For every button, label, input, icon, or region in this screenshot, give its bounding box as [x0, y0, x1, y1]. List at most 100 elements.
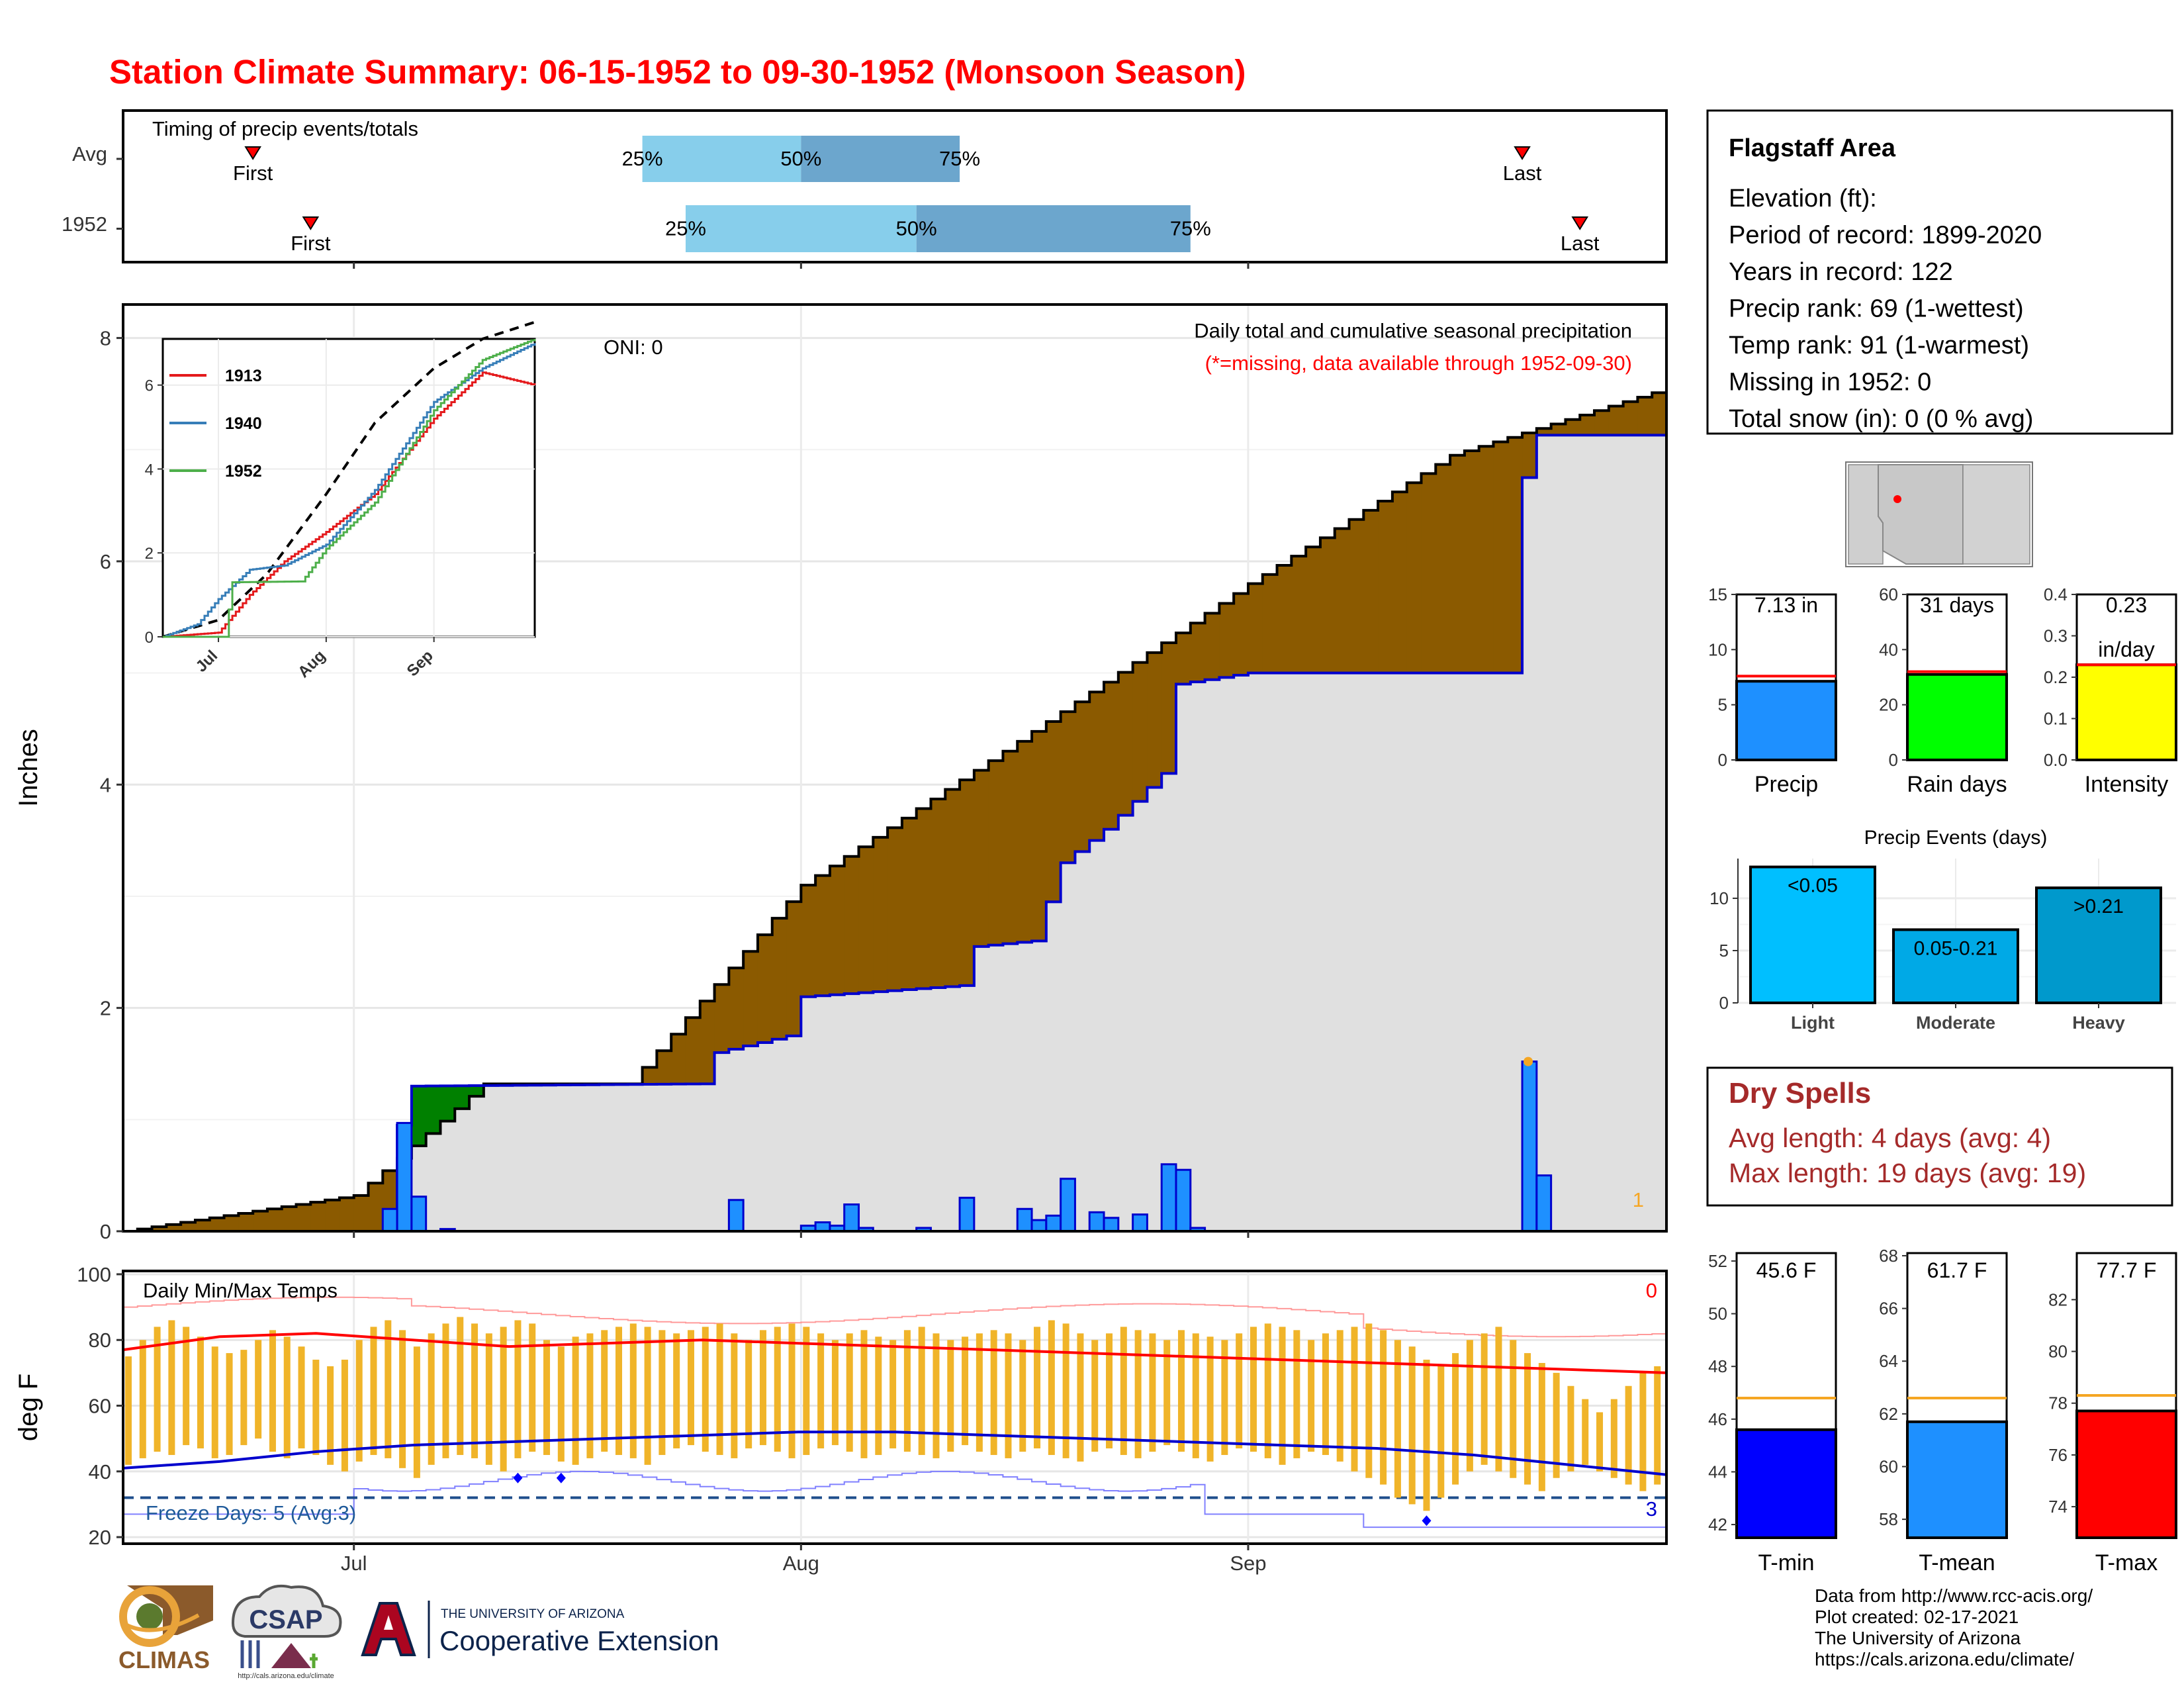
- deficit-area: [1623, 401, 1639, 436]
- daily-temp-bar: [918, 1327, 925, 1455]
- daily-temp-bar: [1480, 1333, 1488, 1465]
- deficit-area: [829, 866, 845, 995]
- daily-temp-bar: [514, 1320, 522, 1458]
- daily-temp-bar: [1408, 1346, 1416, 1505]
- timing-q1-bar: [685, 205, 917, 252]
- mini-bar-ytick-label: 0.0: [2044, 750, 2068, 770]
- deficit-area: [1262, 574, 1278, 673]
- deficit-area: [1522, 432, 1537, 478]
- cumulative-1952-area: [123, 435, 1666, 1232]
- events-bar-label: <0.05: [1788, 875, 1838, 897]
- daily-temp-bar: [1062, 1323, 1069, 1458]
- events-bar-label: >0.21: [2073, 896, 2124, 917]
- daily-temp-bar: [1365, 1323, 1373, 1478]
- daily-temp-bar: [1423, 1360, 1430, 1511]
- station-info-line: Temp rank: 91 (1-warmest): [1729, 332, 2029, 359]
- timing-p50-label: 50%: [896, 217, 937, 240]
- dry-spells-avg: Avg length: 4 days (avg: 4): [1729, 1123, 2051, 1153]
- deficit-area: [786, 902, 801, 1036]
- temp-bar-ytick-label: 52: [1708, 1251, 1727, 1271]
- temp-bar-ytick-label: 76: [2048, 1445, 2068, 1465]
- daily-temp-bar: [687, 1330, 694, 1446]
- inset-series-line: [163, 371, 536, 638]
- logos: CLIMAS CSAP http://cals.arizona.edu/clim…: [118, 1584, 719, 1680]
- inset-avg-line: [162, 320, 535, 638]
- inset-series-line: [163, 343, 536, 638]
- mini-bar-value-label: 0.23: [2106, 593, 2147, 617]
- deficit-area: [1046, 722, 1062, 902]
- deficit-area: [1652, 393, 1667, 436]
- daily-temp-bar: [341, 1360, 348, 1472]
- events-ytick-label: 10: [1709, 888, 1729, 908]
- daily-temp-bar: [370, 1327, 377, 1455]
- oni-label: ONI: 0: [604, 336, 663, 359]
- daily-temp-bar: [355, 1340, 363, 1462]
- daily-temp-bar: [976, 1333, 983, 1452]
- climas-text: CLIMAS: [118, 1646, 210, 1673]
- daily-precip-bar: [843, 1203, 860, 1233]
- daily-temp-bar: [471, 1323, 478, 1458]
- daily-temp-bar: [990, 1330, 997, 1455]
- deficit-area: [296, 1204, 311, 1231]
- deficit-area: [1565, 419, 1580, 436]
- daily-temp-bar: [1264, 1323, 1271, 1458]
- daily-temp-bar: [1005, 1333, 1012, 1458]
- daily-temp-bar: [557, 1346, 565, 1462]
- daily-precip-bar: [1088, 1211, 1105, 1233]
- timing-q1-bar: [642, 136, 801, 182]
- daily-temp-bar: [327, 1366, 334, 1465]
- daily-temp-bar: [702, 1327, 709, 1452]
- timing-p25-label: 25%: [622, 147, 663, 170]
- avg-min-temp-line: [122, 1430, 1667, 1476]
- inset-ytick-label: 6: [145, 377, 154, 395]
- events-ytick-label: 5: [1719, 941, 1729, 961]
- dry-spells-box: Dry Spells Avg length: 4 days (avg: 4) M…: [1706, 1066, 2173, 1207]
- credit-line-1: Data from http://www.rcc-acis.org/: [1815, 1585, 2093, 1606]
- mini-bar-value-label: 7.13 in: [1754, 593, 1818, 617]
- station-info-line: Period of record: 1899-2020: [1729, 222, 2042, 250]
- daily-precip-bar: [410, 1196, 428, 1233]
- daily-temp-bar: [788, 1323, 796, 1458]
- daily-temp-bar: [846, 1333, 853, 1452]
- deficit-area: [714, 984, 729, 1053]
- deficit-area: [1594, 410, 1610, 436]
- deficit-area: [1637, 397, 1653, 436]
- precip-ytick-label: 2: [100, 997, 111, 1020]
- temp-xtick-label: Sep: [1230, 1552, 1266, 1575]
- temp-ylabel: deg F: [14, 1374, 43, 1441]
- deficit-area: [238, 1213, 253, 1231]
- deficit-area: [310, 1202, 326, 1231]
- temp-ytick-label: 20: [89, 1526, 111, 1549]
- daily-temp-bar: [1077, 1333, 1084, 1462]
- daily-temp-bar: [385, 1320, 392, 1458]
- deficit-area: [1017, 741, 1032, 943]
- daily-temp-bar: [1091, 1340, 1099, 1452]
- daily-temp-bar: [255, 1340, 262, 1439]
- temp-bar-value-label: 45.6 F: [1756, 1258, 1817, 1282]
- daily-temp-bar: [673, 1333, 680, 1449]
- daily-temp-bar: [1582, 1399, 1589, 1465]
- daily-temp-bar: [1538, 1362, 1545, 1491]
- daily-temp-bar: [500, 1327, 507, 1472]
- daily-temp-bar: [211, 1346, 218, 1458]
- deficit-area: [1392, 492, 1408, 673]
- daily-temp-bar: [1106, 1333, 1113, 1449]
- daily-precip-bar: [958, 1196, 976, 1233]
- daily-temp-bar: [413, 1346, 420, 1478]
- daily-temp-bar: [139, 1340, 146, 1458]
- daily-temp-bar: [1495, 1327, 1502, 1472]
- deficit-area: [1161, 642, 1177, 774]
- daily-precip-bar: [381, 1207, 398, 1233]
- cumulative-1952-line: [123, 434, 1666, 1233]
- temp-bar-value-label: 61.7 F: [1927, 1258, 1987, 1282]
- deficit-area: [1190, 623, 1206, 682]
- deficit-area: [974, 770, 989, 947]
- daily-temp-bar: [183, 1327, 190, 1446]
- mini-bar-chart-precip: 7.13 in Precip 0 5 10 15: [1708, 585, 1837, 797]
- deficit-area: [1234, 593, 1249, 675]
- daily-temp-bar: [831, 1340, 839, 1446]
- inset-legend-label: 1913: [225, 367, 262, 385]
- record-low-line: [123, 1470, 1666, 1528]
- last-event-label: Last: [1561, 232, 1600, 255]
- daily-temp-bar: [1466, 1340, 1473, 1472]
